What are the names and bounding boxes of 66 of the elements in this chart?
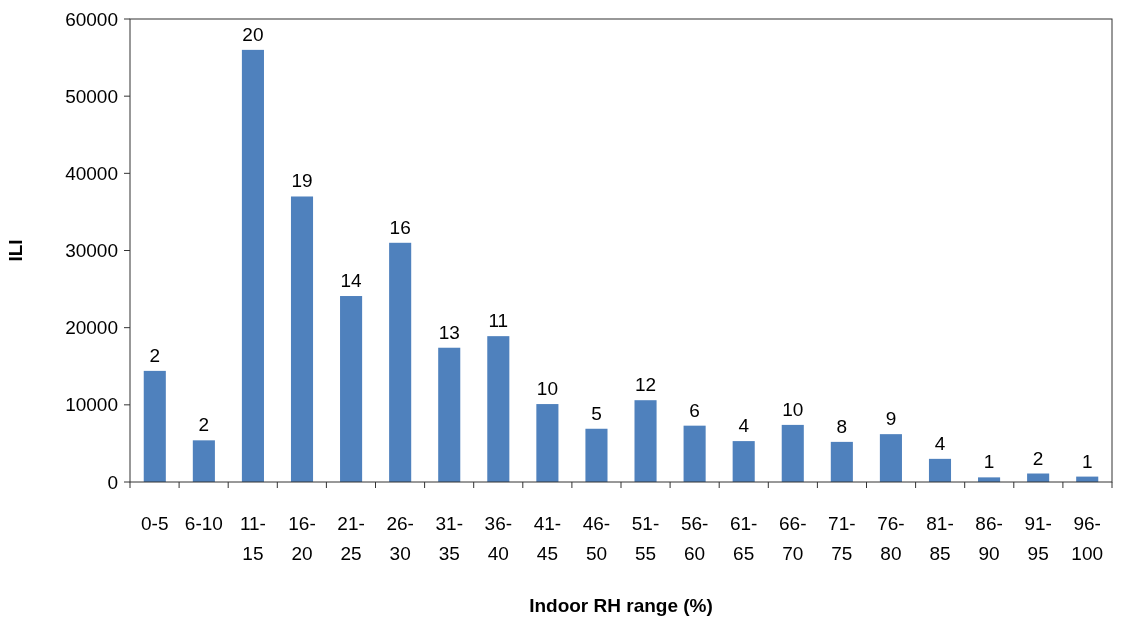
x-tick-label: 66-70 — [779, 513, 807, 564]
annotation: 11 — [488, 310, 509, 332]
y-tick-label: 10000 — [65, 394, 118, 416]
x-tick-label: 6-10 — [184, 513, 223, 534]
annotation: 14 — [340, 270, 363, 292]
bar — [732, 441, 755, 482]
x-tick-label: 71-75 — [828, 513, 856, 564]
bar — [683, 425, 706, 482]
annotation: 2 — [198, 414, 210, 436]
y-tick-label: 30000 — [65, 240, 118, 262]
annotation: 1 — [983, 451, 995, 473]
annotation: 2 — [149, 344, 161, 366]
annotation: 9 — [885, 408, 897, 430]
bar — [928, 458, 952, 482]
annotation: 1 — [1081, 450, 1093, 472]
annotation: 16 — [389, 216, 411, 238]
x-tick-label: 96-100 — [1071, 513, 1104, 564]
x-tick-label: 36-40 — [484, 513, 513, 564]
bar — [487, 336, 510, 482]
annotation: 4 — [934, 432, 946, 454]
bar — [536, 404, 559, 482]
y-tick-label: 0 — [107, 471, 118, 493]
x-tick-label: 46-50 — [582, 513, 611, 564]
bar — [634, 400, 657, 482]
annotation: 4 — [738, 415, 750, 437]
bar — [585, 428, 608, 482]
annotation: 20 — [242, 23, 264, 45]
x-tick-label: 11-15 — [239, 513, 266, 564]
annotation: 13 — [438, 321, 460, 343]
bar — [290, 196, 314, 482]
x-tick-label: 26-30 — [386, 513, 414, 564]
bar — [830, 441, 853, 482]
y-tick-label: 40000 — [65, 162, 118, 184]
y-axis-title: ILI — [5, 239, 26, 262]
x-tick-label: 86-90 — [975, 513, 1003, 564]
y-tick-label: 60000 — [65, 8, 118, 30]
annotation: 6 — [689, 399, 700, 421]
x-tick-label: 81-85 — [926, 513, 954, 564]
x-axis-title: Indoor RH range (%) — [529, 595, 713, 616]
bar — [389, 242, 412, 482]
annotation: 10 — [536, 378, 558, 400]
x-tick-label: 51-55 — [631, 513, 660, 564]
x-tick-label: 0-5 — [141, 513, 169, 534]
bar — [781, 424, 804, 482]
bar — [143, 370, 166, 482]
y-tick-label: 50000 — [65, 85, 118, 107]
annotation: 19 — [291, 170, 313, 192]
bar — [241, 49, 264, 482]
x-tick-label: 91-95 — [1024, 513, 1052, 564]
annotation: 12 — [634, 374, 657, 396]
x-tick-label: 16-20 — [288, 513, 316, 564]
annotation: 10 — [782, 398, 804, 420]
x-tick-label: 31-35 — [435, 513, 463, 564]
annotation: 8 — [836, 415, 848, 437]
annotation: 5 — [591, 402, 602, 424]
x-tick-label: 61-65 — [729, 513, 758, 564]
y-tick-label: 20000 — [65, 317, 118, 339]
x-tick-label: 76-80 — [877, 513, 905, 564]
x-tick-label: 21-25 — [337, 513, 365, 564]
bar — [192, 440, 215, 482]
x-tick-label: 41-45 — [533, 513, 562, 564]
annotation: 2 — [1032, 447, 1044, 469]
bar — [879, 434, 902, 482]
bar — [438, 347, 461, 482]
bar — [340, 296, 363, 482]
x-tick-label: 56-60 — [680, 513, 709, 564]
